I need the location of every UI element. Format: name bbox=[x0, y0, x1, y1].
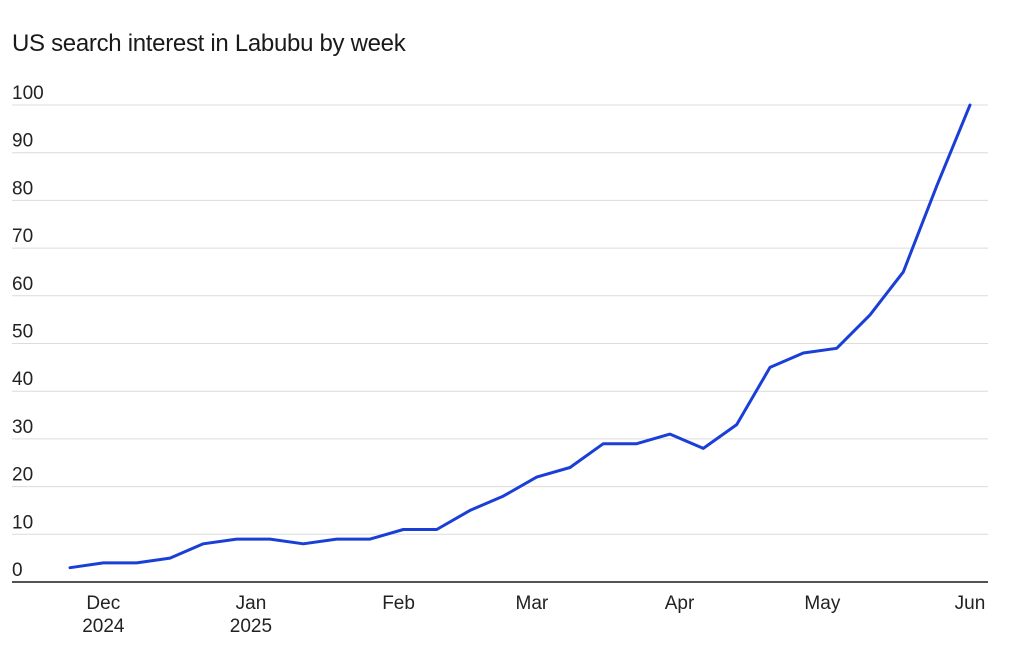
x-axis-ticks: Dec 2024 Jan 2025 Feb Mar Apr May Jun bbox=[82, 593, 985, 637]
x-tick-label-may: May bbox=[804, 593, 840, 614]
y-tick-label-80: 80 bbox=[12, 178, 33, 199]
data-point bbox=[767, 364, 773, 370]
x-tick-label-mar: Mar bbox=[516, 593, 549, 614]
data-point bbox=[634, 441, 640, 447]
data-point bbox=[567, 465, 573, 471]
series-line-0 bbox=[68, 103, 972, 570]
y-tick-label-100: 100 bbox=[12, 83, 44, 104]
data-point bbox=[400, 527, 406, 533]
y-tick-label-10: 10 bbox=[12, 512, 33, 533]
x-tick-label-apr: Apr bbox=[665, 593, 695, 614]
data-point bbox=[234, 536, 240, 542]
y-axis-ticks: 0 10 20 30 40 50 60 70 80 90 100 bbox=[12, 83, 44, 581]
data-point bbox=[367, 536, 373, 542]
data-point bbox=[67, 565, 73, 571]
x-tick-label-feb: Feb bbox=[382, 593, 415, 614]
data-point bbox=[834, 345, 840, 351]
data-point bbox=[700, 445, 706, 451]
data-point bbox=[900, 269, 906, 275]
y-tick-label-60: 60 bbox=[12, 274, 33, 295]
data-point bbox=[200, 541, 206, 547]
data-point bbox=[467, 507, 473, 513]
x-tick-label-jun: Jun bbox=[955, 593, 986, 614]
y-tick-label-40: 40 bbox=[12, 369, 33, 390]
data-point bbox=[967, 102, 973, 108]
data-point bbox=[267, 536, 273, 542]
data-point bbox=[167, 555, 173, 561]
data-point bbox=[734, 422, 740, 428]
y-tick-label-20: 20 bbox=[12, 465, 33, 486]
y-tick-label-70: 70 bbox=[12, 226, 33, 247]
data-point bbox=[667, 431, 673, 437]
data-point bbox=[934, 183, 940, 189]
gridlines bbox=[12, 104, 988, 583]
data-point bbox=[134, 560, 140, 566]
x-tick-label-jan: Jan 2025 bbox=[230, 593, 272, 637]
y-tick-label-0: 0 bbox=[12, 560, 23, 581]
series-layer bbox=[67, 102, 973, 571]
data-point bbox=[534, 474, 540, 480]
y-tick-label-30: 30 bbox=[12, 417, 33, 438]
data-point bbox=[867, 312, 873, 318]
chart-title: US search interest in Labubu by week bbox=[12, 30, 406, 57]
data-point bbox=[100, 560, 106, 566]
x-tick-label-dec: Dec 2024 bbox=[82, 593, 125, 637]
data-point bbox=[334, 536, 340, 542]
data-point bbox=[800, 350, 806, 356]
y-tick-label-90: 90 bbox=[12, 131, 33, 152]
data-point bbox=[434, 527, 440, 533]
data-point bbox=[300, 541, 306, 547]
data-point bbox=[500, 493, 506, 499]
y-tick-label-50: 50 bbox=[12, 322, 33, 343]
data-point bbox=[600, 441, 606, 447]
